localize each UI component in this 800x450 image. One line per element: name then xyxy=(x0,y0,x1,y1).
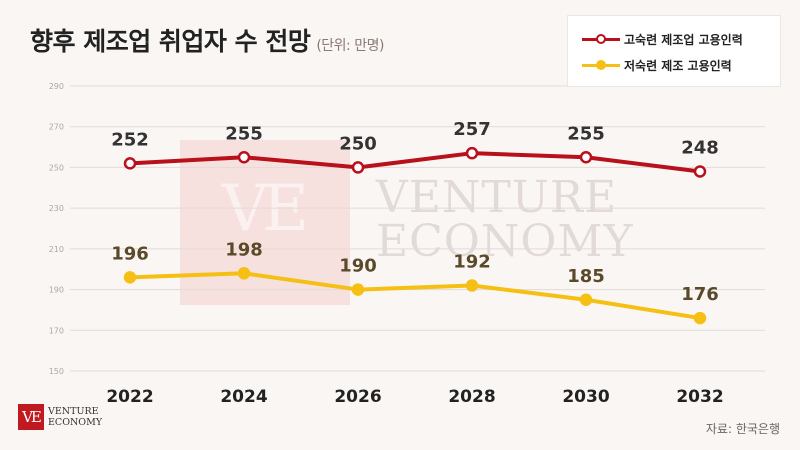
data-label: 198 xyxy=(225,239,263,260)
chart-title-text: 향후 제조업 취업자 수 전망 xyxy=(30,27,311,56)
data-label: 192 xyxy=(453,252,491,273)
y-tick-label: 230 xyxy=(49,204,64,213)
data-label: 255 xyxy=(225,123,263,144)
legend-label-high-skill: 고숙련 제조업 고용인력 xyxy=(624,32,743,47)
data-point xyxy=(693,165,707,178)
x-tick-label: 2022 xyxy=(106,387,153,407)
data-label: 190 xyxy=(339,256,377,277)
data-point xyxy=(579,151,593,164)
data-point xyxy=(351,283,365,296)
data-point xyxy=(123,271,137,284)
legend: 고숙련 제조업 고용인력 저숙련 제조 고용인력 xyxy=(568,16,780,86)
logo-text: VENTURE ECONOMY xyxy=(48,406,102,428)
x-tick-label: 2030 xyxy=(562,387,609,407)
x-tick-label: 2024 xyxy=(220,387,267,407)
data-point xyxy=(351,161,365,174)
x-tick-label: 2032 xyxy=(676,387,723,407)
y-tick-label: 210 xyxy=(49,245,64,254)
series-line xyxy=(129,271,701,321)
y-tick-label: 150 xyxy=(49,367,64,376)
data-point xyxy=(693,311,707,325)
y-tick-label: 250 xyxy=(49,163,64,172)
legend-item-high-skill: 고숙련 제조업 고용인력 xyxy=(582,29,743,49)
legend-swatch-high-skill xyxy=(582,34,620,44)
data-label: 255 xyxy=(567,123,605,144)
logo-line2: ECONOMY xyxy=(48,417,103,428)
x-tick-label: 2026 xyxy=(334,387,381,407)
series-line xyxy=(129,151,701,174)
y-tick-label: 290 xyxy=(49,82,64,91)
data-label: 257 xyxy=(453,119,491,140)
legend-label-low-skill: 저숙련 제조 고용인력 xyxy=(624,58,732,73)
x-tick-label: 2028 xyxy=(448,387,495,407)
watermark-line2: ECONOMY xyxy=(376,216,634,267)
logo-line1: VENTURE xyxy=(48,406,99,417)
data-label: 250 xyxy=(339,133,377,154)
y-tick-label: 170 xyxy=(49,326,64,335)
watermark-mark: VE xyxy=(222,172,309,246)
unit-label: (단위: 만명) xyxy=(316,38,384,54)
data-point xyxy=(465,146,479,160)
y-tick-label: 190 xyxy=(49,286,64,295)
y-tick-label: 270 xyxy=(49,123,64,132)
data-point xyxy=(237,151,251,164)
legend-swatch-low-skill xyxy=(582,60,620,70)
watermark-line1: VENTURE xyxy=(376,172,618,223)
chart-title: 향후 제조업 취업자 수 전망 (단위: 만명) xyxy=(30,22,384,58)
legend-item-low-skill: 저숙련 제조 고용인력 xyxy=(582,55,732,75)
data-label: 252 xyxy=(111,129,149,150)
logo-mark: VE xyxy=(18,404,44,430)
data-label: 185 xyxy=(567,266,605,287)
data-point xyxy=(123,157,137,170)
watermark-text: VENTURE ECONOMY xyxy=(376,176,634,264)
brand-logo: VE VENTURE ECONOMY xyxy=(18,404,102,430)
data-point xyxy=(237,267,251,280)
data-label: 176 xyxy=(681,284,719,305)
data-label: 196 xyxy=(111,243,149,264)
data-point xyxy=(465,279,479,292)
data-point xyxy=(579,293,593,306)
source-note: 자료: 한국은행 xyxy=(705,422,780,436)
data-label: 248 xyxy=(681,138,719,159)
